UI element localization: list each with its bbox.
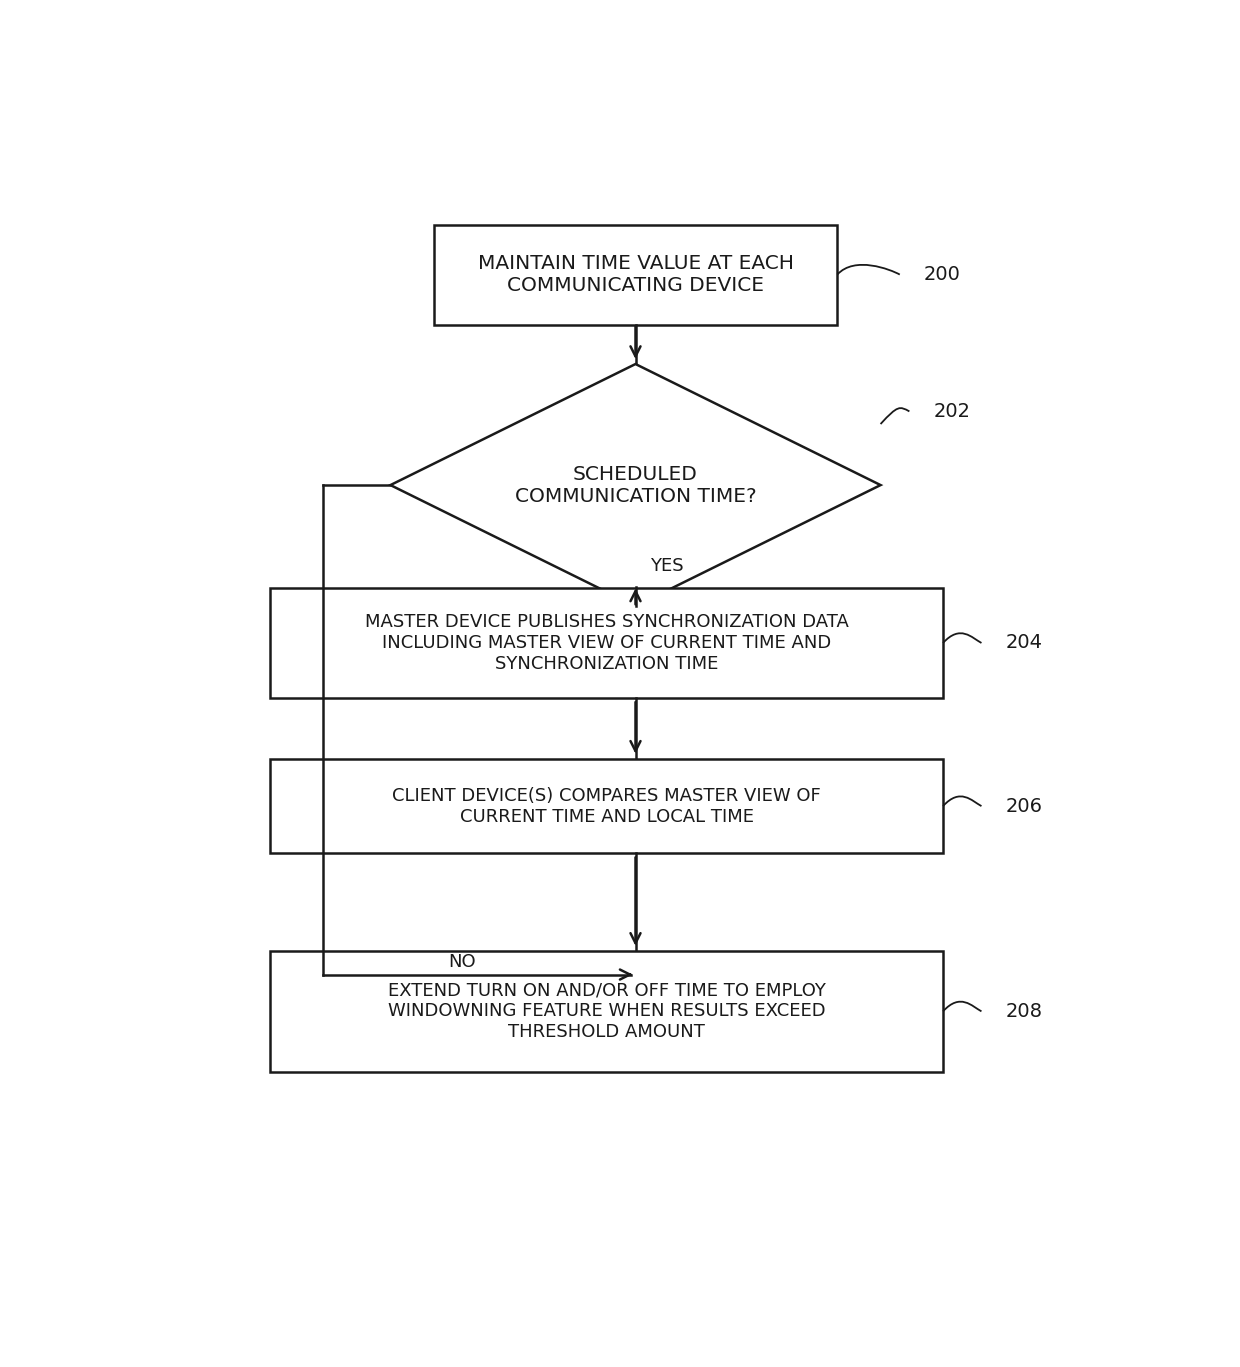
- FancyBboxPatch shape: [434, 224, 837, 324]
- Text: 208: 208: [1006, 1002, 1043, 1021]
- Text: SCHEDULED
COMMUNICATION TIME?: SCHEDULED COMMUNICATION TIME?: [515, 465, 756, 506]
- FancyBboxPatch shape: [270, 588, 942, 699]
- Text: 202: 202: [934, 402, 971, 421]
- Text: MASTER DEVICE PUBLISHES SYNCHRONIZATION DATA
INCLUDING MASTER VIEW OF CURRENT TI: MASTER DEVICE PUBLISHES SYNCHRONIZATION …: [365, 614, 848, 673]
- FancyBboxPatch shape: [270, 951, 942, 1072]
- Text: EXTEND TURN ON AND/OR OFF TIME TO EMPLOY
WINDOWNING FEATURE WHEN RESULTS EXCEED
: EXTEND TURN ON AND/OR OFF TIME TO EMPLOY…: [388, 982, 826, 1042]
- Text: 200: 200: [924, 265, 961, 284]
- Text: YES: YES: [650, 558, 683, 576]
- Text: 206: 206: [1006, 797, 1043, 816]
- Text: 204: 204: [1006, 633, 1043, 652]
- Text: MAINTAIN TIME VALUE AT EACH
COMMUNICATING DEVICE: MAINTAIN TIME VALUE AT EACH COMMUNICATIN…: [477, 254, 794, 295]
- Text: NO: NO: [448, 953, 476, 972]
- FancyBboxPatch shape: [270, 759, 942, 853]
- Polygon shape: [391, 364, 880, 606]
- Text: CLIENT DEVICE(S) COMPARES MASTER VIEW OF
CURRENT TIME AND LOCAL TIME: CLIENT DEVICE(S) COMPARES MASTER VIEW OF…: [392, 787, 821, 826]
